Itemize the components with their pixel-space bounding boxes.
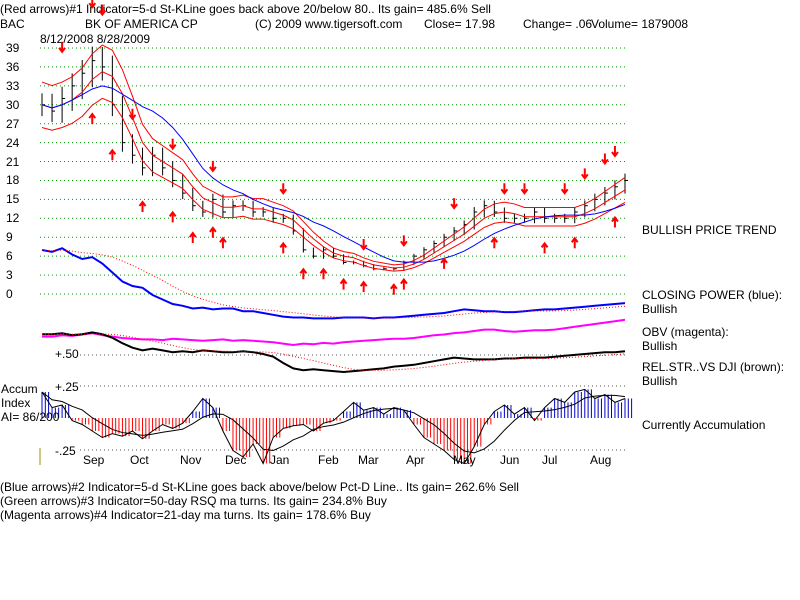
lower-band [41, 97, 626, 272]
buy-arrow [540, 241, 549, 254]
rs-status: Bullish [642, 374, 678, 388]
y-tick-label: 18 [6, 173, 20, 188]
sell-arrow [611, 146, 619, 158]
indicator-4-text: (Magenta arrows)#4 Indicator=21-day ma t… [0, 508, 371, 522]
closing-power-ma [41, 249, 626, 319]
y-tick-label: 39 [6, 41, 20, 55]
x-tick-label: Dec [225, 453, 247, 467]
buy-arrow [359, 280, 368, 293]
symbol: BAC [0, 17, 25, 31]
accum-title-2: Index [1, 396, 31, 410]
buy-arrow [390, 283, 398, 295]
accum-status: Currently Accumulation [642, 418, 766, 432]
x-tick-label: Sep [83, 453, 105, 467]
buy-arrow [611, 215, 619, 228]
sell-arrow [450, 198, 458, 210]
indicator-2-text: (Blue arrows)#2 Indicator=5-d St-KLine g… [0, 480, 519, 494]
sell-arrow [98, 4, 107, 17]
closing-power-line [41, 247, 626, 320]
y-tick-label: 12 [6, 211, 20, 226]
x-tick-label: Nov [180, 453, 202, 467]
buy-arrow [138, 200, 147, 213]
y-tick-label: 6 [6, 249, 13, 264]
upper-band [41, 44, 626, 266]
y-tick-label: 36 [6, 59, 20, 74]
ma-50 [41, 85, 626, 263]
accum-ai: AI= 86/200 [1, 410, 60, 424]
trend-label: BULLISH PRICE TREND [642, 223, 777, 237]
y-tick-label: 15 [6, 192, 20, 207]
y-tick-label: 9 [6, 230, 13, 245]
sell-arrow [400, 235, 408, 247]
ma-21 [41, 71, 626, 269]
buy-arrow [339, 277, 348, 290]
x-tick-label: Mar [358, 453, 379, 467]
y-tick-label: 3 [6, 268, 13, 283]
buy-arrow [319, 267, 328, 280]
y-tick-label: 0 [6, 287, 13, 301]
x-tick-label: Aug [590, 453, 612, 467]
buy-arrow [490, 236, 499, 249]
sell-arrow [500, 183, 509, 195]
sell-arrow [279, 183, 288, 195]
x-tick-label: May [453, 453, 476, 467]
y-tick-label: 24 [6, 135, 20, 150]
sell-arrow [520, 183, 529, 195]
buy-arrow [209, 226, 217, 238]
buy-arrow [168, 210, 177, 223]
x-tick-label: Jan [270, 453, 290, 467]
sell-arrow [601, 153, 609, 166]
sell-arrow [580, 168, 589, 181]
sell-arrow [209, 160, 217, 173]
buy-arrow [279, 241, 288, 254]
obv-line [42, 318, 626, 347]
buy-arrow [570, 236, 579, 249]
buy-arrow [400, 277, 408, 290]
obv-status: Bullish [642, 339, 678, 353]
buy-arrow [108, 148, 117, 161]
rel-strength-ma [42, 333, 626, 371]
x-tick-label: Jun [500, 453, 520, 467]
close-value: Close= 17.98 [424, 17, 496, 31]
sell-arrow [560, 183, 569, 195]
buy-arrow [88, 112, 97, 125]
accum-plus-label: +.25 [55, 380, 79, 394]
sell-arrow [168, 138, 177, 151]
rel-strength-line [42, 331, 626, 374]
buy-arrow [440, 257, 448, 269]
sell-arrow [359, 239, 368, 251]
volume-value: Volume= 1879008 [591, 17, 689, 31]
company-name: BK OF AMERICA CP [85, 17, 198, 31]
accum-minus-label: -.25 [55, 444, 76, 458]
rs-level-label: +.50 [55, 347, 79, 361]
x-tick-label: Feb [318, 453, 339, 467]
y-tick-label: 33 [6, 78, 20, 93]
rs-label: REL.STR..VS DJI (brown): [642, 360, 785, 374]
indicator-1-text: (Red arrows)#1 Indicator=5-d St-KLine go… [0, 2, 491, 16]
accum-ma [41, 391, 626, 454]
y-tick-label: 27 [6, 116, 20, 131]
cp-label: CLOSING POWER (blue): [642, 288, 783, 302]
indicator-3-text: (Green arrows)#3 Indicator=50-day RSQ ma… [0, 494, 387, 508]
date-range: 8/12/2008 8/28/2009 [40, 32, 151, 46]
x-tick-label: Oct [130, 453, 149, 467]
accum-title-1: Accum [1, 382, 38, 396]
buy-arrow [299, 267, 308, 280]
sell-arrow [58, 41, 66, 54]
x-tick-label: Jul [542, 453, 558, 467]
buy-arrow [188, 231, 197, 244]
obv-label: OBV (magenta): [642, 325, 729, 339]
sell-arrow [128, 108, 137, 121]
x-tick-label: Apr [406, 453, 425, 467]
change-value: Change= .06 [523, 17, 593, 31]
y-tick-label: 21 [6, 154, 20, 169]
buy-arrow [219, 236, 227, 249]
sell-arrow [88, 0, 97, 9]
copyright: (C) 2009 www.tigersoft.com [255, 17, 403, 31]
cp-status: Bullish [642, 302, 678, 316]
y-tick-label: 30 [6, 97, 20, 112]
